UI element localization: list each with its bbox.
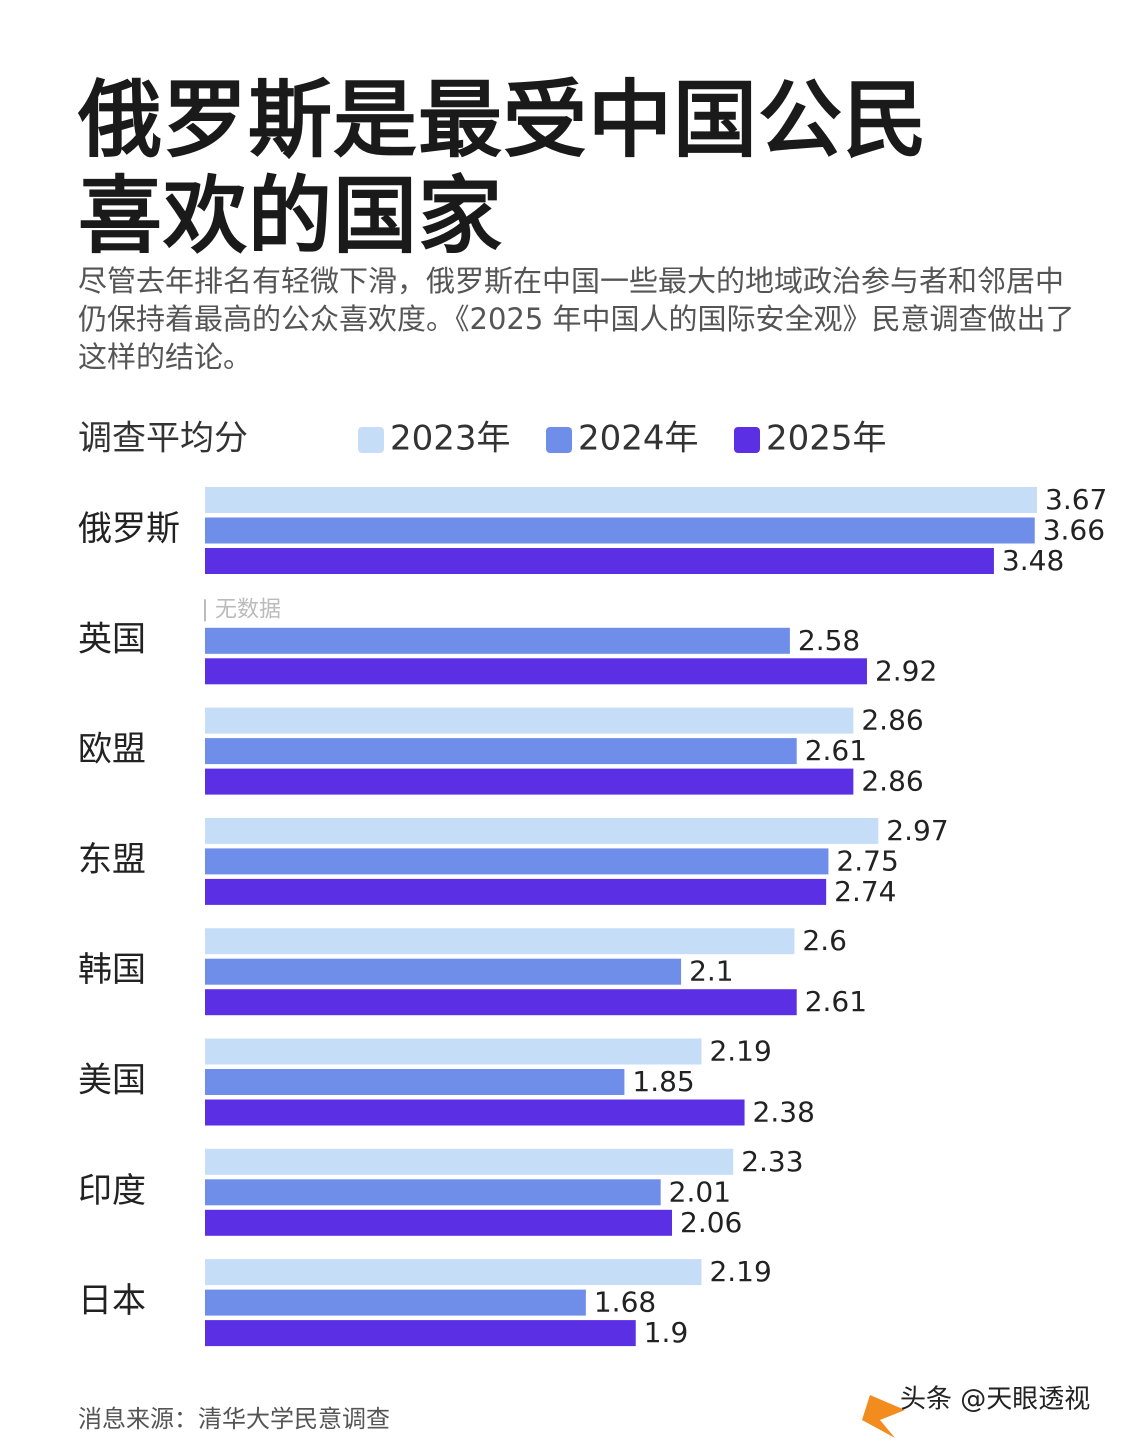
category-label: 印度 [78,1171,146,1211]
bar [205,517,1035,544]
value-label: 3.66 [1043,514,1105,547]
bar [205,989,797,1016]
value-label: 2.92 [875,654,937,687]
bar [205,1320,636,1347]
bar [205,768,854,795]
category-label: 东盟 [78,840,146,880]
bar [205,1289,586,1316]
legend-swatch [358,427,384,453]
category-label: 欧盟 [78,730,146,770]
legend-title: 调查平均分 [78,419,248,459]
value-label: 2.58 [798,624,860,657]
bar [205,707,854,734]
title: 俄罗斯是最受中国公民喜欢的国家 [78,71,929,265]
legend-label: 2023年 [390,419,511,459]
category-label: 日本 [78,1281,146,1321]
value-label: 1.85 [632,1065,694,1098]
value-label: 2.19 [709,1255,771,1288]
bar [205,627,790,654]
legend-label: 2025年 [766,419,887,459]
value-label: 2.06 [680,1206,742,1239]
value-label: 3.48 [1002,544,1064,577]
value-label: 2.86 [861,704,923,737]
bar [205,817,879,844]
bar [205,1148,734,1175]
watermark: 头条 @天眼透视 [900,1385,1090,1415]
bar [205,878,827,905]
bar [205,487,1037,513]
subtitle: 尽管去年排名有轻微下滑，俄罗斯在中国一些最大的地域政治参与者和邻居中仍保持着最高… [78,264,1075,374]
value-label: 2.74 [834,875,896,908]
value-label: 2.61 [805,734,867,767]
bar [205,1069,625,1095]
value-label: 3.67 [1045,483,1107,516]
legend-swatch [734,427,760,453]
source: 消息来源：清华大学民意调查 [78,1405,390,1433]
bar [205,848,829,875]
logo-mark [862,1395,905,1438]
bar [205,548,994,574]
bar [205,1099,745,1126]
bar [205,658,867,685]
category-label: 英国 [78,619,146,659]
value-label: 2.6 [802,924,847,957]
value-label: 1.9 [644,1316,689,1349]
bar [205,958,682,985]
category-label: 韩国 [78,950,146,990]
bar [205,738,797,765]
bar [205,1259,702,1286]
no-data-label: 无数据 [215,597,281,622]
category-label: 美国 [78,1061,146,1101]
value-label: 2.75 [836,844,898,877]
value-label: 2.1 [689,955,734,988]
value-label: 2.61 [805,985,867,1018]
bar [205,1038,702,1065]
legend-label: 2024年 [578,419,699,459]
bar [205,1179,661,1206]
bar [205,1209,673,1236]
value-label: 1.68 [594,1286,656,1319]
value-label: 2.86 [861,765,923,798]
value-label: 2.97 [886,814,948,847]
value-label: 2.19 [709,1035,771,1068]
legend-swatch [546,427,572,453]
bar [205,928,795,955]
value-label: 2.38 [753,1096,815,1129]
value-label: 2.01 [669,1175,731,1208]
category-label: 俄罗斯 [78,509,180,549]
value-label: 2.33 [741,1145,803,1178]
